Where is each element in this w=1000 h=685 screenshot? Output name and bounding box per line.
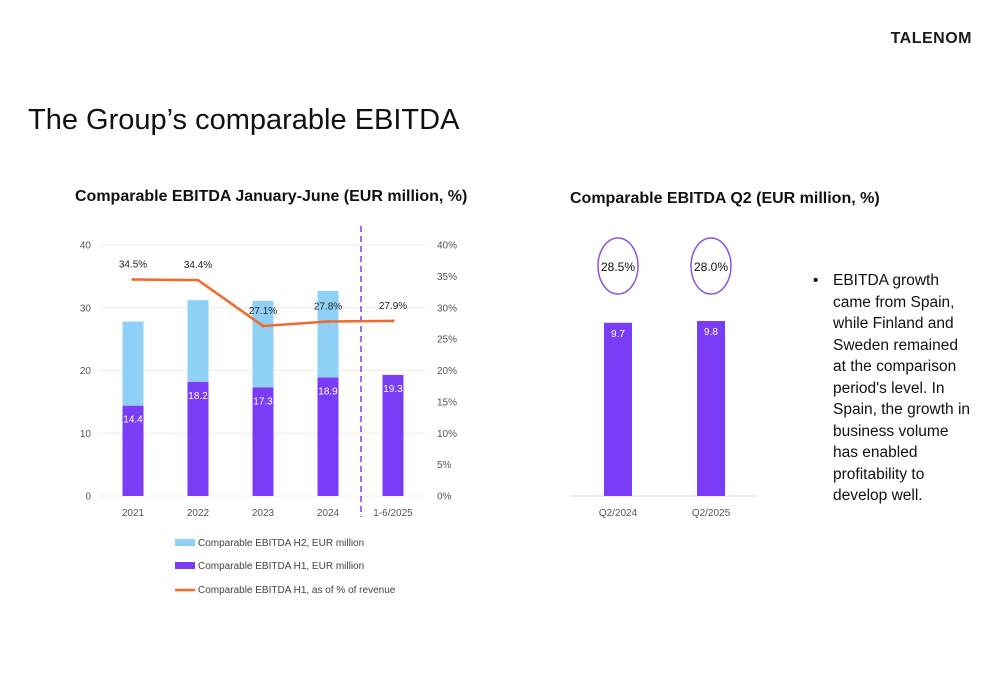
legend-swatch-h1	[175, 562, 195, 569]
bar-h1-value-label: 19.3	[383, 384, 403, 395]
chart1-title: Comparable EBITDA January-June (EUR mill…	[75, 188, 468, 205]
y-tick-label: 20	[80, 366, 92, 377]
x-tick-label: 1-6/2025	[373, 508, 413, 519]
margin-circle-label: 28.5%	[601, 260, 635, 274]
bar-q2	[604, 322, 632, 496]
bullet-dot-icon: •	[813, 272, 819, 289]
bar-h1-value-label: 17.3	[253, 396, 273, 407]
legend-label-line: Comparable EBITDA H1, as of % of revenue	[198, 585, 396, 596]
slide-title: The Group’s comparable EBITDA	[28, 104, 460, 136]
bar-q2-value-label: 9.8	[704, 327, 718, 338]
y2-tick-label: 5%	[437, 460, 452, 471]
bar-h1	[252, 387, 274, 496]
legend-swatch-h2	[175, 539, 195, 546]
y2-tick-label: 0%	[437, 492, 452, 503]
x-tick-label: 2022	[187, 508, 210, 519]
margin-point	[131, 278, 135, 282]
margin-point	[196, 278, 200, 282]
y2-tick-label: 40%	[437, 241, 457, 252]
margin-point	[391, 319, 395, 323]
bar-h2	[187, 300, 209, 382]
legend-label-h2: Comparable EBITDA H2, EUR million	[198, 538, 364, 549]
margin-point	[326, 320, 330, 324]
bar-h1-value-label: 18.2	[188, 391, 208, 402]
y-tick-label: 40	[80, 241, 92, 252]
bar-h2	[317, 290, 339, 378]
margin-label: 27.9%	[379, 301, 407, 312]
bullet-text: EBITDA growth came from Spain, while Fin…	[833, 272, 971, 504]
x-tick-label: Q2/2025	[692, 508, 731, 519]
bar-q2-value-label: 9.7	[611, 329, 625, 340]
bullet-list: • EBITDA growth came from Spain, while F…	[813, 270, 975, 507]
bar-h1	[187, 381, 209, 496]
x-tick-label: 2023	[252, 508, 275, 519]
margin-point	[261, 324, 265, 328]
chart2-title: Comparable EBITDA Q2 (EUR million, %)	[570, 190, 880, 207]
margin-label: 27.1%	[249, 306, 277, 317]
y2-tick-label: 10%	[437, 429, 457, 440]
bar-h1	[317, 377, 339, 496]
margin-circle-icon	[690, 237, 732, 295]
y2-tick-label: 30%	[437, 303, 457, 314]
x-tick-label: 2024	[317, 508, 340, 519]
bar-h1-value-label: 14.4	[123, 415, 143, 426]
y-tick-label: 30	[80, 303, 92, 314]
talenom-logo: TALENOM	[890, 30, 972, 47]
bar-h2	[122, 321, 144, 406]
x-tick-label: 2021	[122, 508, 145, 519]
bar-h1	[122, 405, 144, 496]
y2-tick-label: 20%	[437, 366, 457, 377]
margin-circle-icon	[597, 237, 639, 295]
margin-circle-label: 28.0%	[694, 260, 728, 274]
y2-tick-label: 25%	[437, 335, 457, 346]
y-tick-label: 10	[80, 429, 92, 440]
margin-label: 34.4%	[184, 260, 212, 271]
x-tick-label: Q2/2024	[599, 508, 638, 519]
y2-tick-label: 15%	[437, 397, 457, 408]
bar-q2	[697, 321, 725, 496]
y2-tick-label: 35%	[437, 272, 457, 283]
margin-label: 34.5%	[119, 260, 147, 271]
legend-label-h1: Comparable EBITDA H1, EUR million	[198, 561, 364, 572]
bar-h1	[382, 374, 404, 496]
bar-h1-value-label: 18.9	[318, 386, 338, 397]
margin-label: 27.8%	[314, 302, 342, 313]
y-tick-label: 0	[85, 492, 91, 503]
